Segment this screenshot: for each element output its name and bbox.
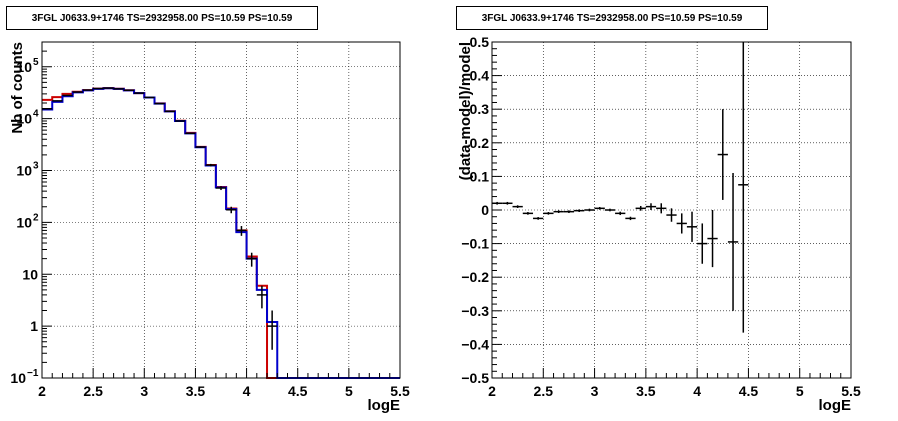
y-tick-label: 0.3 — [470, 101, 490, 117]
x-axis-title: logE — [368, 397, 401, 414]
data-point — [195, 146, 206, 148]
y-tick-label: 10 — [16, 111, 32, 127]
x-tick-label: 5 — [345, 383, 353, 399]
residual-point — [676, 213, 687, 234]
y-tick-label: −0.2 — [461, 269, 489, 285]
residual-point — [553, 210, 564, 214]
residual-point — [574, 209, 585, 213]
residual-point — [635, 205, 646, 211]
data-point — [103, 87, 114, 89]
plot-area — [42, 42, 400, 378]
y-tick-label: 10 — [16, 59, 32, 75]
data-point — [185, 132, 196, 135]
residual-point — [697, 223, 708, 264]
y-axis-title: (data-model)/model — [457, 42, 474, 180]
x-tick-label: 2 — [488, 383, 496, 399]
residual-point — [686, 211, 698, 242]
y-tick-label: −0.1 — [461, 236, 489, 252]
data-point — [226, 206, 237, 214]
x-tick-label: 2 — [38, 383, 46, 399]
residual-point — [584, 208, 595, 212]
data-point — [123, 89, 135, 92]
residual-point — [543, 212, 554, 215]
data-point — [215, 186, 227, 191]
residual-point — [645, 203, 657, 210]
data-point — [174, 120, 186, 122]
data-point — [113, 88, 124, 90]
data-point — [164, 110, 175, 113]
data-point — [72, 91, 83, 93]
x-tick-label: 3.5 — [636, 383, 656, 399]
plot-frame — [41, 41, 401, 379]
y-tick-label: 10 — [22, 266, 38, 282]
right-chart-title: 3FGL J0633.9+1746 TS=2932958.00 PS=10.59… — [456, 6, 768, 30]
residual-point — [533, 217, 544, 220]
y-tick-label: −0.4 — [461, 336, 489, 352]
residual-point — [625, 216, 636, 221]
y-tick-label: 0 — [481, 202, 489, 218]
residual-point — [563, 210, 575, 214]
y-tick-label: 10 — [10, 370, 26, 386]
data-point — [144, 96, 155, 99]
data-point — [134, 92, 145, 94]
data-point — [246, 252, 257, 267]
x-tick-label: 3.5 — [186, 383, 206, 399]
y-tick-label: 10 — [16, 214, 32, 230]
x-tick-label: 5 — [796, 383, 804, 399]
residual-point — [707, 210, 718, 268]
y-tick-label: 0.5 — [470, 34, 490, 50]
data-point — [154, 102, 165, 105]
y-tick-label-exponent: 2 — [33, 212, 39, 223]
data-point — [267, 310, 278, 350]
residual-point — [604, 208, 616, 212]
y-tick-label: 0.1 — [470, 168, 490, 184]
x-tick-label: 2.5 — [534, 383, 554, 399]
residual-point — [502, 201, 513, 205]
y-tick-label: 1 — [30, 318, 38, 334]
residual-point — [738, 42, 749, 333]
x-tick-label: 4 — [243, 383, 251, 399]
y-tick-label: −0.5 — [461, 370, 489, 386]
x-tick-label: 3 — [591, 383, 599, 399]
residual-point — [656, 203, 667, 214]
residual-point — [615, 211, 626, 216]
x-axis-title: logE — [819, 397, 852, 414]
y-tick-label-exponent: 3 — [33, 161, 39, 172]
residual-point — [594, 206, 605, 210]
data-point — [62, 94, 73, 97]
right-chart-residuals: 2 2.5 3 3.5 4 4.5 5 5.5 −0.5 −0.4 −0.3 −0.2 −0.1 0 0.1… — [457, 34, 861, 414]
y-tick-label: 10 — [16, 163, 32, 179]
y-tick-label: 0.4 — [470, 68, 490, 84]
left-chart-title: 3FGL J0633.9+1746 TS=2932958.00 PS=10.59… — [6, 6, 318, 30]
x-tick-label: 4.5 — [288, 383, 308, 399]
y-tick-label: −0.3 — [461, 303, 489, 319]
data-point — [82, 89, 94, 91]
residual-point — [666, 208, 677, 222]
data-point — [256, 285, 268, 309]
data-point — [52, 100, 63, 102]
y-tick-label: 0.2 — [470, 135, 490, 151]
data-point — [236, 226, 247, 236]
x-tick-label: 4 — [693, 383, 701, 399]
x-tick-label: 2.5 — [83, 383, 103, 399]
data-point — [205, 163, 216, 167]
data-point — [42, 108, 53, 110]
residual-point — [512, 205, 523, 208]
residual-point — [717, 109, 728, 200]
y-tick-label-exponent: −1 — [27, 368, 39, 379]
x-tick-label: 5.5 — [390, 383, 410, 399]
residual-point — [522, 212, 534, 215]
y-tick-label-exponent: 4 — [33, 109, 39, 120]
x-tick-label: 3 — [140, 383, 148, 399]
y-axis-title: Nb of counts — [9, 42, 26, 134]
y-tick-label-exponent: 5 — [33, 57, 39, 68]
data-point — [93, 87, 104, 90]
residual-point — [727, 173, 739, 311]
x-tick-label: 4.5 — [739, 383, 759, 399]
x-tick-label: 5.5 — [841, 383, 861, 399]
